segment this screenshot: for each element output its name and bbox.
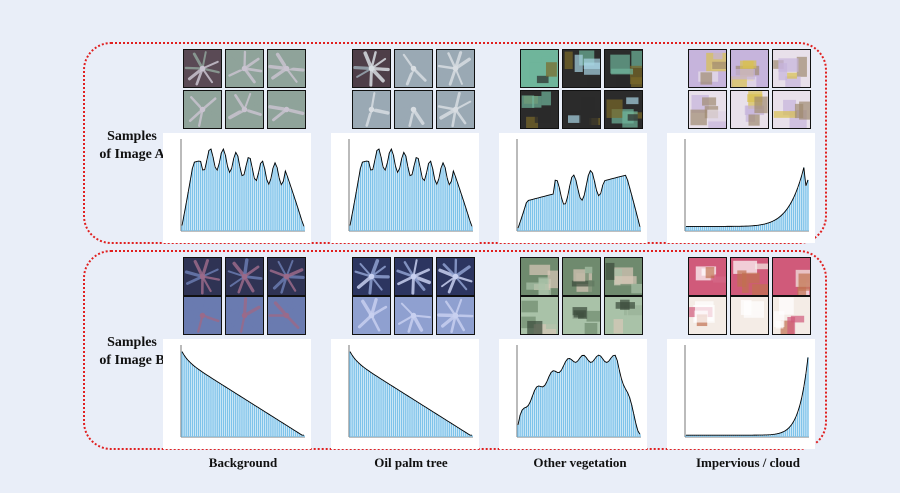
row-label-image-b: Samples of Image B [99,335,165,368]
sample-thumbnail [604,296,643,335]
sample-thumbnail [688,49,727,88]
sample-thumbnail [352,90,391,129]
histogram-panel [667,339,815,449]
column-label-oil-palm-tree: Oil palm tree [374,455,448,470]
sample-thumbnail [267,296,306,335]
sample-thumbnail [225,257,264,296]
sample-thumbnail [394,296,433,335]
sample-thumbnail [688,90,727,129]
column-label-other-vegetation: Other vegetation [533,455,627,470]
sample-thumbnail [394,90,433,129]
sample-thumbnail [267,49,306,88]
sample-thumbnail [520,257,559,296]
sample-thumbnail [352,296,391,335]
sample-thumbnail [183,296,222,335]
row-label-image-a: Samples of Image A [99,129,165,162]
histogram-panel [499,339,647,449]
sample-thumbnail [604,49,643,88]
sample-thumbnail [730,49,769,88]
sample-thumbnail [772,49,811,88]
sample-thumbnail [183,49,222,88]
histogram-panel [331,133,479,243]
sample-thumbnail [604,90,643,129]
sample-thumbnail [183,90,222,129]
sample-thumbnail [225,296,264,335]
histogram-panel [499,133,647,243]
sample-thumbnail [352,257,391,296]
sample-thumbnail [772,257,811,296]
sample-thumbnail [436,257,475,296]
histogram-panel [163,133,311,243]
sample-thumbnail [730,257,769,296]
histogram-panel [331,339,479,449]
sample-thumbnail [520,296,559,335]
sample-thumbnail [520,90,559,129]
sample-thumbnail [394,49,433,88]
image-a-group-box [83,42,827,244]
sample-thumbnail [225,90,264,129]
sample-thumbnail [267,257,306,296]
sample-thumbnail [772,90,811,129]
sample-thumbnail [352,49,391,88]
sample-thumbnail [520,49,559,88]
sample-thumbnail [730,90,769,129]
image-b-group-box [83,250,827,450]
sample-thumbnail [562,90,601,129]
sample-thumbnail [562,257,601,296]
histogram-panel [163,339,311,449]
sample-thumbnail [436,90,475,129]
histogram-panel [667,133,815,243]
sample-thumbnail [772,296,811,335]
sample-thumbnail [562,296,601,335]
sample-thumbnail [562,49,601,88]
sample-thumbnail [436,296,475,335]
sample-thumbnail [267,90,306,129]
sample-thumbnail [183,257,222,296]
sample-thumbnail [730,296,769,335]
sample-thumbnail [688,257,727,296]
sample-thumbnail [394,257,433,296]
sample-thumbnail [604,257,643,296]
sample-thumbnail [436,49,475,88]
sample-thumbnail [688,296,727,335]
column-label-impervious-cloud: Impervious / cloud [695,455,800,470]
column-label-background: Background [208,455,278,470]
sample-thumbnail [225,49,264,88]
